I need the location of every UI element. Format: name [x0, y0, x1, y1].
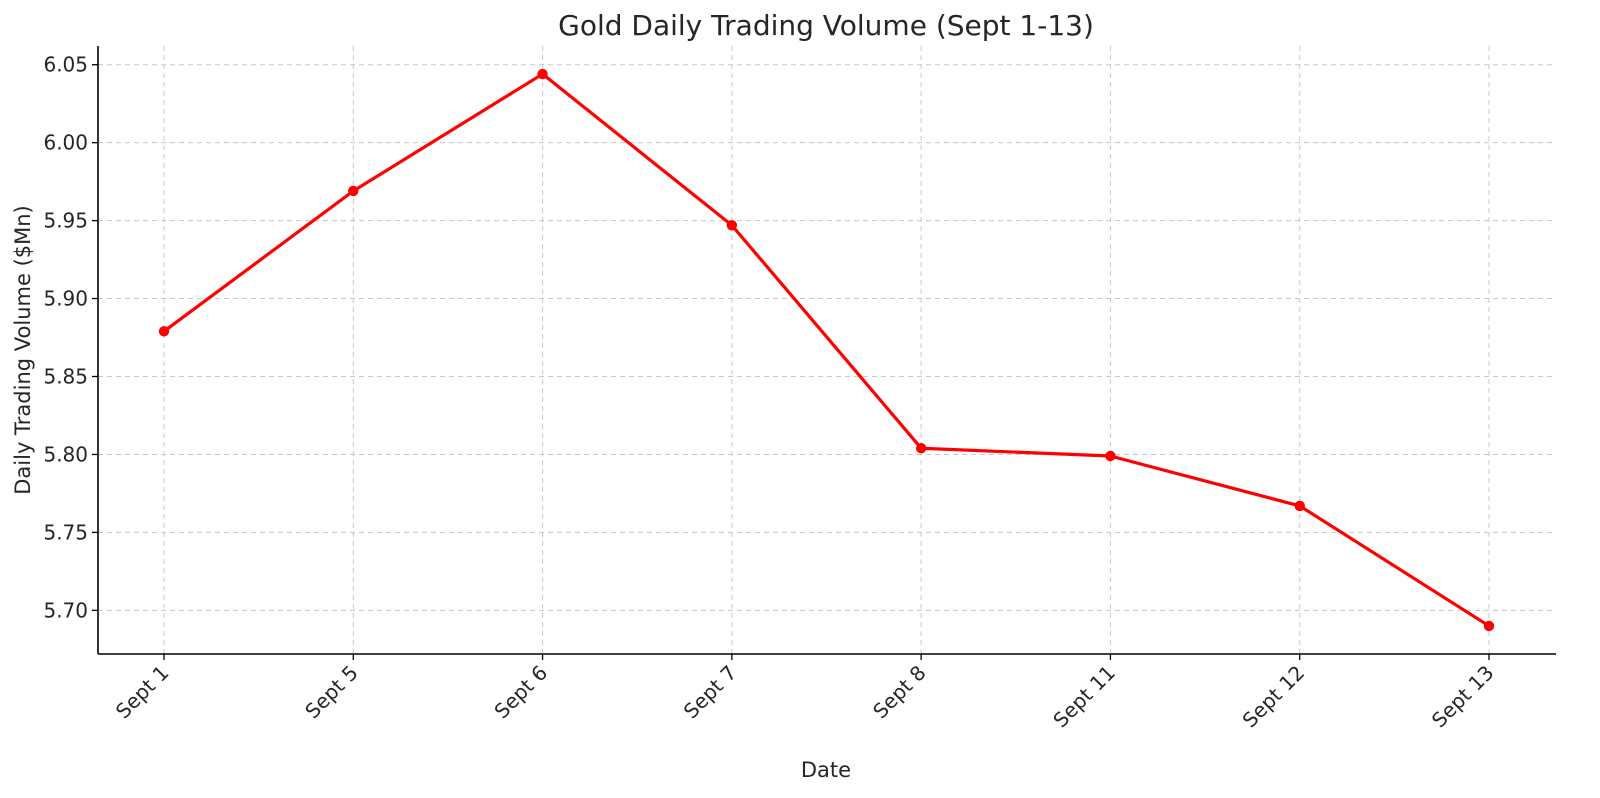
y-axis-label: Daily Trading Volume ($Mn) [11, 205, 35, 495]
y-tick-label: 5.90 [43, 287, 88, 311]
data-point [915, 443, 927, 454]
y-tick-label: 5.95 [43, 209, 88, 233]
data-point [1294, 500, 1305, 512]
y-tick-label: 5.80 [43, 442, 88, 466]
x-tick-label: Sept 8 [868, 661, 931, 724]
y-tick-label: 5.70 [43, 598, 88, 622]
data-point [348, 185, 359, 197]
x-tick-label: Sept 1 [111, 661, 174, 724]
data-point [1105, 450, 1116, 462]
x-tick-label: Sept 6 [489, 661, 552, 724]
data-point [726, 220, 738, 231]
series-line [162, 72, 1491, 628]
data-point [158, 326, 170, 337]
x-tick-label: Sept 5 [300, 661, 363, 724]
series [158, 68, 1495, 632]
data-point [537, 68, 548, 80]
x-tick-label: Sept 11 [1048, 661, 1120, 733]
y-tick-label: 5.75 [43, 520, 88, 544]
data-point [1483, 620, 1495, 632]
axes [97, 46, 1556, 655]
y-tick-label: 6.00 [43, 131, 88, 155]
x-tick-label: Sept 7 [679, 661, 742, 724]
x-tick-label: Sept 13 [1427, 661, 1499, 733]
x-tick-label: Sept 12 [1238, 661, 1310, 733]
y-tick-label: 5.85 [43, 365, 88, 389]
x-axis-label: Date [801, 758, 851, 782]
chart-title: Gold Daily Trading Volume (Sept 1-13) [558, 9, 1094, 42]
grid [98, 46, 1556, 654]
y-tick-label: 6.05 [43, 53, 88, 77]
ticks: 5.70 5.75 5.80 5.85 5.90 5.95 6.00 6.05 Sept 1 Se… [43, 53, 1498, 733]
